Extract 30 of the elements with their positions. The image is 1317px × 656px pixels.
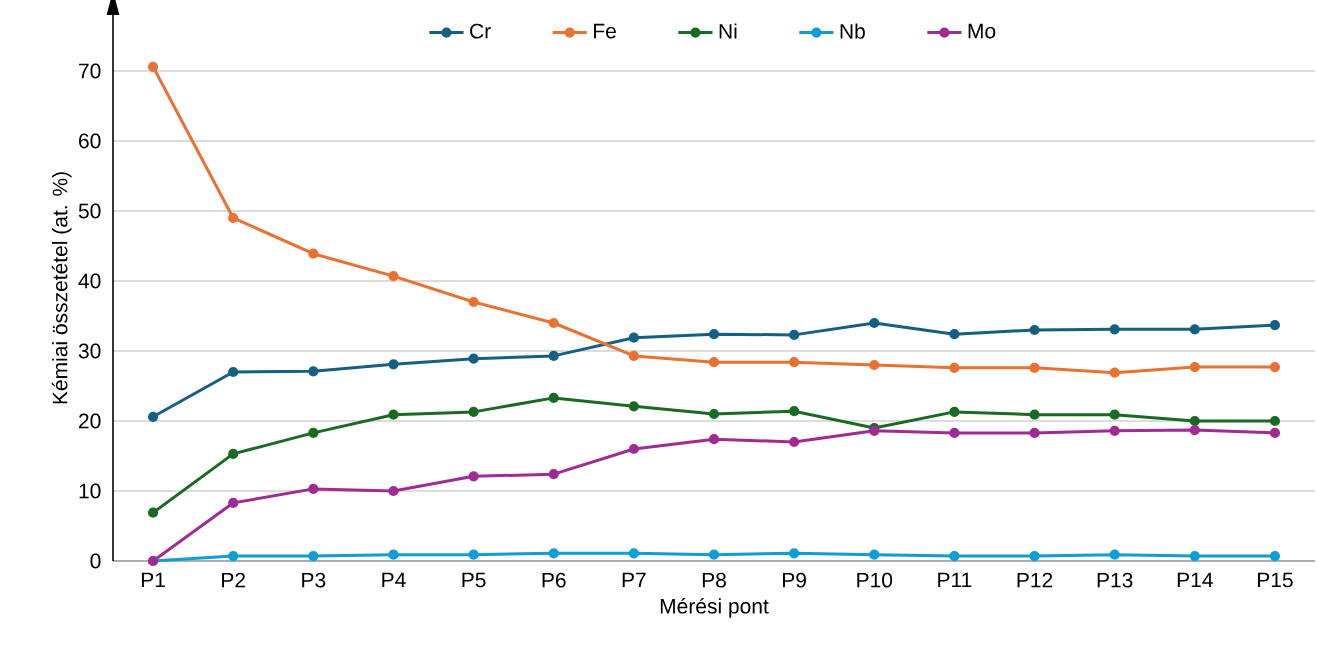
x-axis-title: Mérési pont [660, 597, 769, 618]
legend-label: Ni [719, 23, 737, 39]
y-tick-label: 30 [78, 343, 101, 359]
y-tick-label: 10 [79, 483, 101, 499]
legend-label: Mo [968, 23, 996, 39]
y-axis-title: Kémiai összetétel (at. %) [51, 172, 72, 404]
legend-label: Cr [470, 23, 491, 39]
y-tick-label: 50 [78, 203, 101, 219]
legend-label: Fe [594, 23, 616, 39]
x-tick-label: P6 [542, 572, 566, 588]
y-tick-label: 20 [79, 413, 101, 429]
x-tick-label: P8 [702, 572, 726, 588]
x-tick-label: P1 [141, 572, 165, 588]
x-tick-label: P10 [857, 572, 893, 588]
x-tick-label: P4 [382, 572, 406, 588]
x-tick-label: P3 [302, 572, 326, 588]
y-tick-label: 70 [79, 63, 101, 79]
y-tick-label: 40 [78, 273, 101, 289]
x-tick-label: P5 [462, 572, 486, 588]
x-tick-label: P7 [622, 572, 646, 588]
x-tick-label: P9 [783, 572, 806, 588]
x-tick-label: P11 [938, 572, 972, 588]
x-tick-label: P15 [1257, 572, 1293, 588]
y-tick-label: 0 [90, 553, 101, 569]
x-tick-label: P14 [1177, 572, 1213, 588]
x-tick-label: P2 [222, 572, 245, 588]
y-tick-label: 60 [79, 133, 101, 149]
x-tick-label: P12 [1017, 572, 1053, 588]
legend-label: Nb [840, 23, 865, 39]
x-tick-label: P13 [1097, 572, 1133, 588]
